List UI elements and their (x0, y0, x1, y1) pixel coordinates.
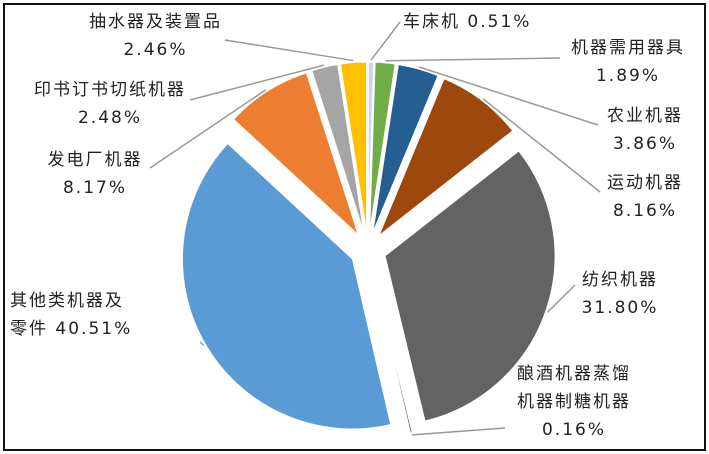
category-label: 印书订书切纸机器 (34, 80, 186, 100)
leader-line (482, 98, 601, 193)
pie-slice (377, 77, 514, 238)
slice-label: 其他类机器及零件 40.51% (10, 287, 142, 343)
category-label: 机器需用器具 (571, 38, 685, 58)
pie-slice (339, 61, 368, 233)
frame (3, 3, 706, 451)
leader-line (411, 427, 506, 436)
leader-line (189, 64, 325, 101)
category-label: 纺织机器 (582, 270, 658, 290)
category-label: 其他类机器及零件 (10, 291, 124, 339)
value-label: 8.16% (612, 201, 677, 221)
pie-slice (181, 142, 392, 430)
value-label: 1.89% (595, 66, 660, 86)
slice-label: 抽水器及装置品 2.46% (68, 8, 243, 64)
slice-label: 印书订书切纸机器 2.48% (10, 76, 210, 132)
leader-line (370, 21, 401, 61)
slice-label: 发电厂机器 8.17% (35, 146, 155, 202)
value-label: 2.48% (77, 108, 142, 128)
pie-slice (232, 72, 360, 237)
value-label: 0.16% (541, 420, 606, 440)
value-label: 3.86% (612, 134, 677, 154)
category-label: 车床机 (403, 12, 460, 32)
category-label: 运动机器 (607, 173, 683, 193)
pie-slice (384, 150, 556, 422)
slice-label: 纺织机器 31.80% (560, 266, 680, 322)
value-label: 0.51% (467, 12, 532, 32)
pie-slice (372, 64, 439, 233)
leader-line (385, 57, 561, 62)
slice-label: 机器需用器具 1.89% (553, 34, 703, 90)
category-label: 抽水器及装置品 (89, 12, 222, 32)
value-label: 31.80% (581, 298, 659, 318)
leader-line (149, 89, 267, 169)
leader-line (418, 66, 599, 126)
value-label: 40.51% (55, 319, 133, 339)
pie-slice (311, 63, 365, 233)
slice-label: 运动机器 8.16% (585, 169, 705, 225)
slice-label: 车床机 0.51% (403, 8, 573, 36)
pie-slice (369, 61, 396, 233)
pie-slice (371, 267, 413, 434)
category-label: 酿酒机器蒸馏机器制糖机器 (517, 364, 631, 412)
slice-label: 酿酒机器蒸馏机器制糖机器 0.16% (508, 360, 640, 444)
pie-slice (367, 61, 375, 233)
category-label: 发电厂机器 (47, 150, 143, 170)
slice-label: 农业机器 3.86% (585, 102, 705, 158)
leader-line (546, 284, 576, 313)
value-label: 8.17% (62, 178, 127, 198)
leader-line (199, 341, 205, 346)
value-label: 2.46% (123, 40, 188, 60)
category-label: 农业机器 (607, 106, 683, 126)
leader-line (224, 39, 354, 62)
